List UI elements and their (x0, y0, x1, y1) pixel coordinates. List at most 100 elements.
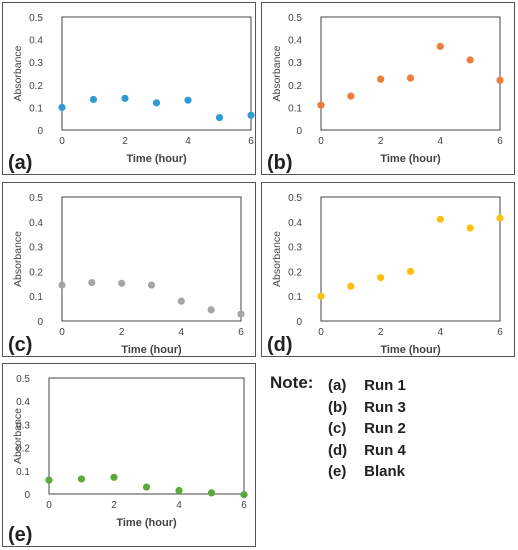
data-point (347, 92, 355, 100)
x-axis-label: Time (hour) (380, 344, 441, 356)
data-point (152, 99, 161, 107)
x-tick-label: 0 (46, 500, 52, 511)
y-tick-label: 0.2 (288, 267, 302, 278)
y-tick-label: 0.5 (288, 193, 302, 204)
chart-panel-c: 0 0.1 0.2 0.3 0.4 0.5 0 2 4 6 Time (hour) Absorbanc… (2, 182, 256, 357)
chart-panel-e: 0 0.1 0.2 0.3 0.4 0.5 0 2 4 6 Time (hour) Absorbanc… (2, 363, 256, 547)
data-point (207, 306, 215, 314)
note-item-label: (b) (328, 398, 348, 416)
panel-label: (b) (267, 152, 293, 174)
data-point (240, 491, 248, 499)
x-tick-label: 4 (176, 500, 182, 511)
y-tick-label: 0 (296, 317, 302, 328)
x-tick-label: 2 (119, 327, 125, 338)
x-tick-label: 2 (378, 136, 384, 147)
x-tick-label: 6 (497, 136, 503, 147)
y-tick-label: 0.4 (288, 36, 302, 47)
data-point (347, 282, 355, 290)
y-tick-label: 0.3 (29, 58, 43, 69)
x-tick-label: 0 (59, 136, 65, 147)
x-axis-label: Time (hour) (126, 153, 187, 165)
plot-area-border (61, 16, 252, 131)
data-point (207, 489, 216, 497)
note-item: (a) Run 1 (328, 375, 406, 397)
data-point (436, 215, 444, 223)
y-axis-label: Absorbance (12, 408, 24, 464)
x-tick-label: 2 (378, 327, 384, 338)
plot-area-border (48, 377, 245, 495)
data-point (184, 96, 192, 104)
data-point (317, 292, 325, 300)
y-tick-label: 0.3 (288, 243, 302, 254)
note-title: Note: (270, 373, 314, 392)
plot-area-border (320, 16, 501, 131)
y-tick-label: 0.2 (16, 444, 30, 455)
data-point (317, 101, 325, 109)
note-item: (e) Blank (328, 461, 406, 483)
data-point (89, 95, 98, 104)
panel-label: (c) (8, 334, 32, 356)
data-point (142, 483, 151, 491)
x-axis-label: Time (hour) (121, 344, 182, 356)
note-item-text: Run 4 (364, 441, 406, 459)
y-tick-label: 0.5 (29, 193, 43, 204)
y-axis-label: Absorbance (271, 231, 283, 287)
x-axis-label: Time (hour) (116, 517, 177, 529)
data-point (88, 278, 96, 287)
panel-label: (a) (8, 152, 32, 174)
x-tick-label: 2 (111, 500, 117, 511)
note-item: (b) Run 3 (328, 397, 406, 419)
data-point (118, 279, 126, 287)
chart-svg-e: 0 0.1 0.2 0.3 0.4 0.5 0 2 4 6 Time (hour) Absorbanc… (8, 374, 248, 546)
data-point (77, 475, 86, 483)
note-item-label: (d) (328, 441, 348, 459)
data-point (147, 281, 156, 289)
y-axis-label: Absorbance (271, 45, 283, 101)
y-tick-label: 0.1 (288, 103, 302, 114)
y-tick-label: 0.3 (16, 420, 30, 431)
y-tick-label: 0 (37, 126, 43, 137)
y-axis-label: Absorbance (12, 45, 24, 101)
data-point (377, 274, 385, 282)
y-tick-label: 0.3 (288, 58, 302, 69)
x-tick-label: 0 (59, 327, 65, 338)
x-tick-label: 2 (122, 136, 128, 147)
y-tick-label: 0.2 (29, 267, 43, 278)
data-point (121, 94, 129, 102)
x-tick-label: 6 (241, 500, 247, 511)
plot-area-border (61, 196, 242, 322)
y-axis-label: Absorbance (12, 231, 24, 287)
data-point (58, 103, 66, 111)
note-item-label: (e) (328, 463, 347, 480)
y-tick-label: 0.4 (288, 218, 302, 229)
data-point (58, 281, 66, 289)
data-point (247, 111, 255, 119)
note-item: (d) Run 4 (328, 440, 406, 462)
data-point (175, 486, 183, 495)
y-tick-label: 0.1 (29, 103, 43, 114)
y-tick-label: 0 (296, 126, 302, 137)
chart-svg-c: 0 0.1 0.2 0.3 0.4 0.5 0 2 4 6 Time (hour) Absorbanc… (8, 193, 245, 356)
note-item-text: Run 1 (364, 377, 406, 394)
data-point (436, 42, 444, 50)
data-point (406, 267, 415, 275)
y-tick-label: 0.4 (16, 397, 30, 408)
chart-panel-d: 0 0.1 0.2 0.3 0.4 0.5 0 2 4 6 Time (hour) Absorbanc… (261, 182, 515, 357)
chart-panel-b: 0 0.1 0.2 0.3 0.4 0.5 0 2 4 6 Time (hour) Absorbanc… (261, 2, 515, 175)
x-tick-label: 0 (318, 327, 324, 338)
data-point (466, 56, 474, 64)
data-point (45, 476, 53, 484)
y-tick-label: 0.5 (16, 374, 30, 385)
note-item-label: (a) (328, 377, 347, 394)
chart-panel-a: 0 0.1 0.2 0.3 0.4 0.5 0 2 4 6 Time (hour) Absorbanc… (2, 2, 256, 175)
data-point (496, 214, 504, 222)
y-tick-label: 0.5 (288, 13, 302, 24)
note-list: (a) Run 1 (b) Run 3 (c) Run 2 (d) Run 4 … (328, 375, 406, 483)
note-item-text: Run 3 (364, 398, 406, 416)
chart-svg-d: 0 0.1 0.2 0.3 0.4 0.5 0 2 4 6 Time (hour) Absorbanc… (267, 193, 504, 356)
y-tick-label: 0.4 (29, 36, 43, 47)
y-tick-label: 0.5 (29, 13, 43, 24)
x-tick-label: 4 (438, 136, 444, 147)
data-point (496, 76, 504, 84)
y-tick-label: 0 (37, 317, 43, 328)
